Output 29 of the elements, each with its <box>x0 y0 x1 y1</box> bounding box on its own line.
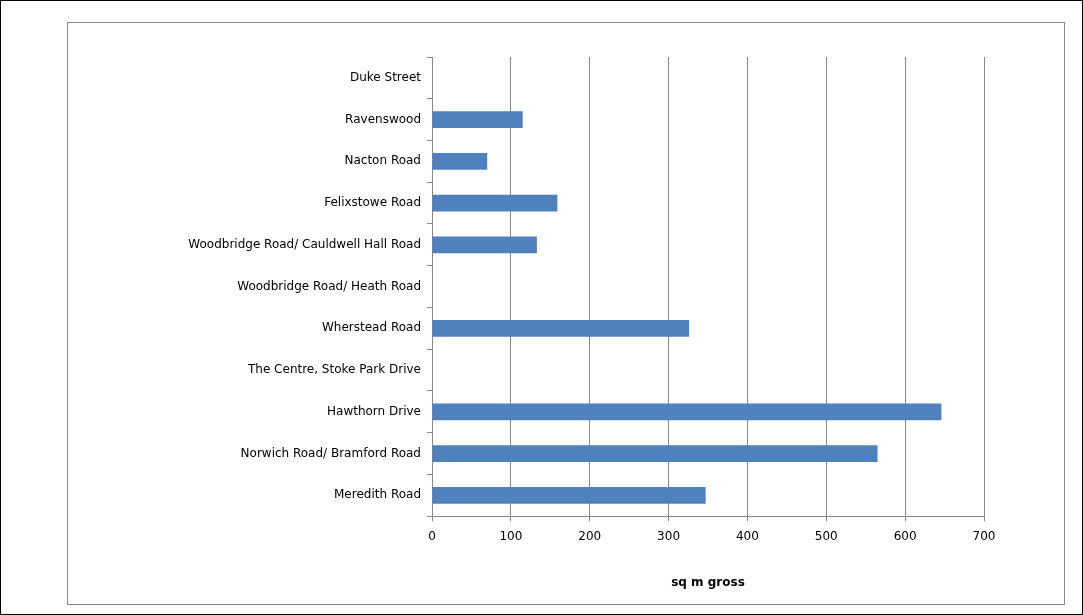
chart-frame: sq m gross 0 100 200 300 400 500 600 700 Duke Street Ravenswood Nacton Road Felixstowe Road Woodbridge Road/ Cauldwell Hall Road Woodbridge Road/ Heath Road Wherstead Road The Centre, Stoke Park Drive Hawthorn Drive Norwich Road/ Bramford Road Meredith Road <box>67 22 1065 605</box>
x-tick-label: 400 <box>735 528 759 543</box>
x-axis-title: sq m gross <box>671 574 745 589</box>
x-tick-label: 0 <box>428 528 436 543</box>
x-tick-label: 600 <box>893 528 917 543</box>
bar <box>432 236 537 254</box>
y-tick-label: Woodbridge Road/ Cauldwell Hall Road <box>188 236 421 251</box>
y-tick-label: Meredith Road <box>334 487 421 502</box>
bar <box>432 153 488 170</box>
x-tick-label: 500 <box>814 528 838 543</box>
bar <box>432 403 942 421</box>
bar <box>432 320 690 337</box>
y-tick-label: Wherstead Road <box>321 320 421 335</box>
y-tick-label: Nacton Road <box>344 153 421 168</box>
y-tick-label: Hawthorn Drive <box>327 403 421 418</box>
x-tick-label: 100 <box>499 528 523 543</box>
x-tick-label: 200 <box>578 528 602 543</box>
bar <box>432 445 878 462</box>
y-tick-label: Norwich Road/ Bramford Road <box>240 445 421 460</box>
bar <box>432 194 558 212</box>
y-tick-label: Woodbridge Road/ Heath Road <box>237 278 421 293</box>
y-tick-label: Duke Street <box>349 70 422 84</box>
y-tick-label: The Centre, Stoke Park Drive <box>246 362 421 377</box>
bar <box>432 111 523 128</box>
y-tick-label: Ravenswood <box>345 111 421 126</box>
x-tick-label: 300 <box>657 528 681 543</box>
x-tick-label: 700 <box>972 528 996 543</box>
y-tick-label: Felixstowe Road <box>324 195 421 210</box>
bar <box>432 486 706 504</box>
